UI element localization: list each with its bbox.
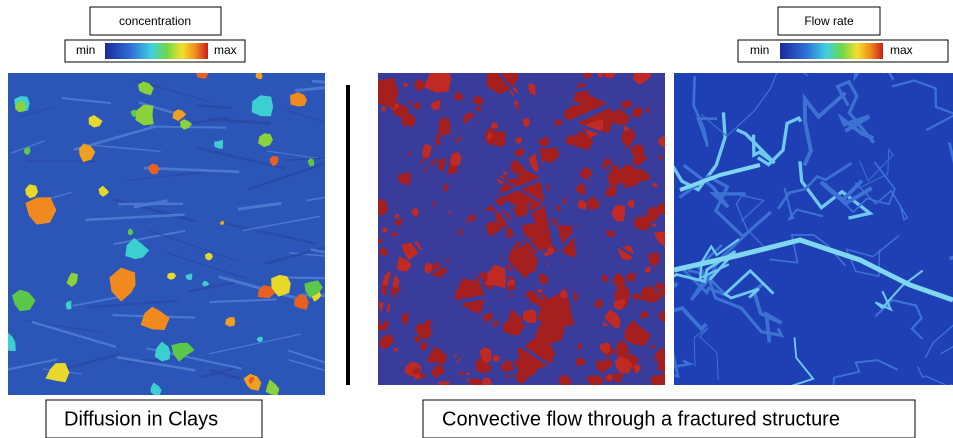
figure: concentration min max Flow rate min max … (0, 0, 953, 438)
caption: Convective flow through a fractured stru… (442, 408, 840, 430)
page: concentration min max Flow rate min max … (0, 0, 953, 438)
colorbar (105, 43, 208, 59)
legend-max: max (214, 43, 237, 57)
grain (424, 64, 451, 93)
grain (369, 78, 398, 108)
platelet-edge (323, 90, 381, 98)
colorbar (780, 43, 883, 59)
legend-max: max (890, 43, 913, 57)
legend-min: min (750, 43, 769, 57)
legend-title: Flow rate (804, 14, 854, 28)
legend-title: concentration (119, 14, 191, 28)
divider (346, 85, 350, 385)
caption: Diffusion in Clays (64, 408, 218, 430)
legend-min: min (76, 43, 95, 57)
platelet-edge (282, 278, 356, 279)
